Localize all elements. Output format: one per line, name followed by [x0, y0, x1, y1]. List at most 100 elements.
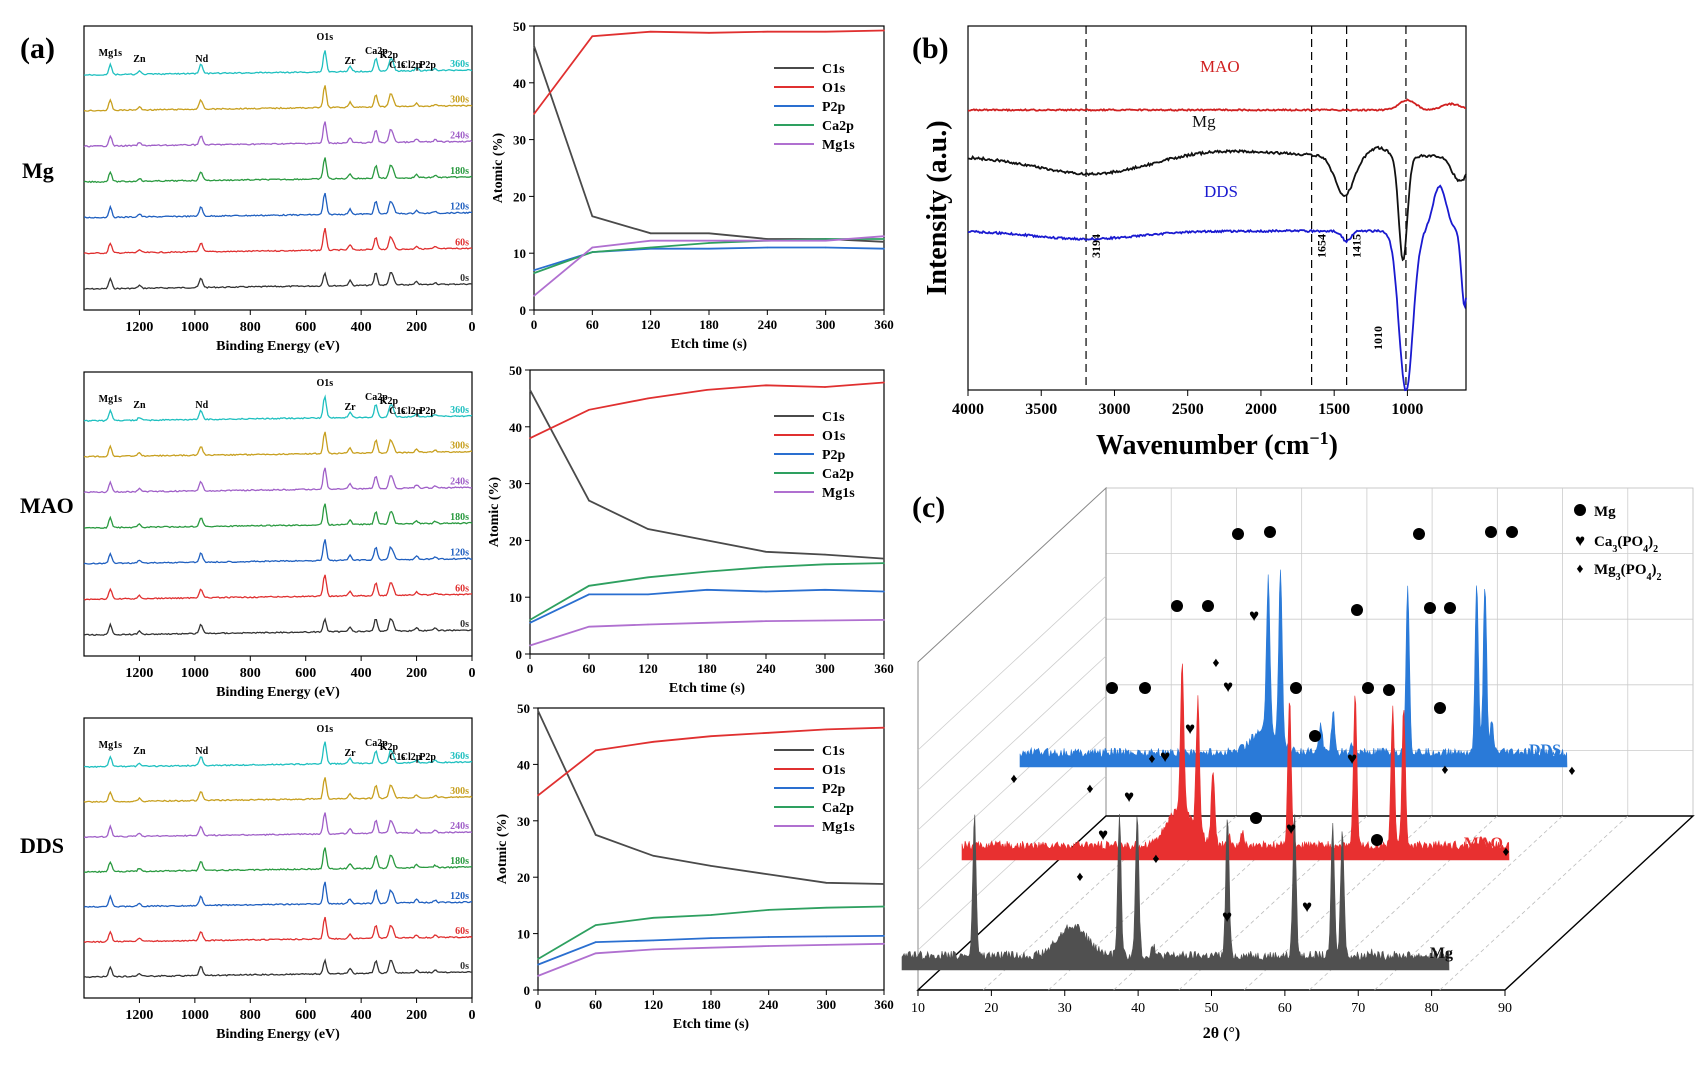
formula-part: 3: [1616, 572, 1621, 583]
xrd-x-tick-label: 90: [1498, 1001, 1512, 1016]
survey-time-label: 120s: [450, 202, 469, 213]
survey-time-label: 240s: [450, 130, 469, 141]
formula-part: Ca: [1594, 534, 1613, 550]
profile-point-Mg1s: [649, 239, 652, 242]
ftir-spectrum-Mg: [967, 145, 1467, 262]
formula-part: 2: [1657, 572, 1662, 583]
survey-element-label: C1s: [389, 752, 405, 763]
legend-label-O1s: O1s: [822, 81, 846, 96]
profile-point-C1s: [594, 834, 597, 836]
profile-x-tick-label: 180: [699, 317, 719, 332]
survey-time-label: 360s: [450, 405, 469, 416]
profile-y-tick-label: 40: [513, 76, 526, 91]
profile-point-O1s: [649, 30, 652, 33]
survey-x-tick-label: 200: [406, 666, 427, 681]
survey-spectrum-0s: [83, 271, 473, 290]
xrd-marker-mg: [1139, 682, 1151, 694]
profile-point-P2p: [537, 963, 539, 966]
survey-x-tick-label: 0: [469, 320, 476, 335]
survey-x-tick-label: 200: [406, 1008, 427, 1023]
survey-x-tick-label: 600: [295, 320, 316, 335]
xrd-marker-mg: [1506, 526, 1518, 538]
profile-point-O1s: [533, 113, 535, 115]
survey-element-label: Ca2p: [365, 392, 388, 403]
survey-x-tick-label: 0: [469, 666, 476, 681]
survey-time-label: 60s: [455, 926, 469, 937]
survey-x-tick-label: 400: [351, 320, 372, 335]
ftir-series-label-DDS: DDS: [1204, 182, 1238, 201]
xrd-x-tick-label: 80: [1425, 1001, 1439, 1016]
profile-point-C1s: [537, 710, 539, 712]
survey-element-label: P2p: [419, 60, 436, 71]
legend-label-P2p: P2p: [822, 448, 846, 463]
survey-element-label: C1s: [389, 60, 405, 71]
profile-point-Ca2p: [883, 562, 885, 564]
legend-label-C1s: C1s: [822, 744, 845, 759]
profile-point-P2p: [652, 939, 655, 942]
xrd-marker-mg: [1351, 604, 1363, 616]
depth-profile-chart: 0 60 120 180 240 300 360 0 10 20 30 40 50 Etch time (…: [491, 19, 894, 352]
survey-time-label: 120s: [450, 891, 469, 902]
ftir-x-label: Wavenumber (cm−1): [1096, 428, 1338, 461]
survey-element-label: O1s: [317, 32, 334, 43]
xrd-marker-mg3po4: ♦: [1568, 764, 1575, 779]
xrd-marker-mg: [1371, 834, 1383, 846]
xrd-marker-mg: [1485, 526, 1497, 538]
profile-point-Ca2p: [652, 917, 655, 919]
profile-point-Ca2p: [883, 905, 885, 908]
ftir-series-label-MAO: MAO: [1200, 57, 1240, 76]
ftir-x-tick-label: 1500: [1318, 401, 1350, 418]
survey-element-label: Nd: [195, 746, 208, 757]
xrd-marker-mg: [1383, 684, 1395, 696]
profile-point-Ca2p: [649, 246, 652, 249]
xrd-marker-ca3po4: ♥: [1302, 897, 1312, 916]
profile-x-tick-label: 60: [583, 661, 596, 676]
ftir-spectrum-DDS: [967, 184, 1467, 392]
profile-point-Ca2p: [767, 909, 770, 911]
profile-point-C1s: [883, 883, 885, 885]
profile-x-tick-label: 0: [531, 317, 538, 332]
profile-y-tick-label: 20: [517, 870, 530, 885]
profile-point-O1s: [883, 29, 885, 32]
survey-element-label: Mg1s: [99, 740, 122, 751]
ftir-series-label-Mg: Mg: [1192, 112, 1216, 131]
profile-point-Mg1s: [824, 619, 826, 622]
xrd-x-tick-label: 30: [1058, 1001, 1072, 1016]
profile-point-P2p: [825, 935, 828, 938]
survey-time-label: 240s: [450, 476, 469, 487]
xrd-marker-mg3po4: ♦: [1212, 656, 1219, 671]
survey-element-label: C1s: [389, 406, 405, 417]
panel-label-b: (b): [912, 32, 949, 65]
survey-axes-box: [83, 25, 473, 311]
profile-point-O1s: [537, 794, 539, 797]
profile-y-tick-label: 10: [513, 246, 526, 261]
profile-y-tick-label: 30: [513, 133, 526, 148]
xps-survey-panels: 1200 1000 800 600 400 200 0 Binding Energy (eV)…: [83, 25, 476, 1042]
ftir-peak-label: 1415: [1350, 234, 1364, 258]
profile-point-Ca2p: [825, 906, 828, 909]
ftir-x-label-close: ): [1329, 430, 1338, 461]
profile-point-P2p: [588, 593, 590, 596]
profile-point-C1s: [649, 232, 652, 235]
xrd-marker-mg: [1202, 600, 1214, 612]
xrd-x-tick-label: 10: [911, 1001, 925, 1016]
xrd-grid-line: [917, 575, 1107, 751]
ftir-y-label: Intensity (a.u.): [922, 120, 953, 295]
survey-element-label: Cl2p: [401, 60, 422, 71]
profile-point-P2p: [883, 590, 885, 593]
xrd-floor-line: [1439, 815, 1629, 991]
xrd-marker-mg3po4: ♦: [1086, 782, 1093, 797]
formula-part: 4: [1643, 544, 1648, 555]
xrd-marker-mg: [1171, 600, 1183, 612]
survey-time-label: 360s: [450, 751, 469, 762]
profile-point-Mg1s: [591, 246, 594, 249]
profile-point-Ca2p: [588, 585, 590, 587]
survey-time-label: 180s: [450, 512, 469, 523]
formula-part: (PO: [1617, 534, 1643, 550]
xrd-marker-mg: [1362, 682, 1374, 694]
survey-x-tick-label: 0: [469, 1008, 476, 1023]
profile-x-tick-label: 240: [759, 997, 779, 1012]
survey-x-tick-label: 1000: [181, 666, 209, 681]
profile-series-Mg1s: [529, 619, 885, 647]
